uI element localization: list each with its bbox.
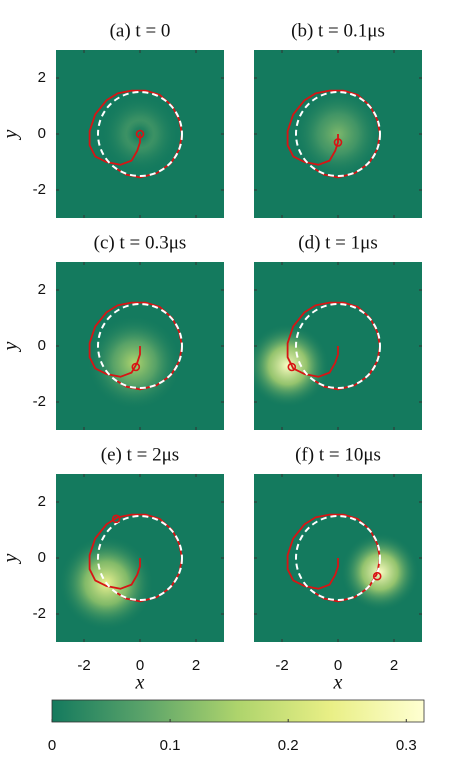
panel-title: (c) t = 0.3μs <box>94 232 187 253</box>
plot-area <box>56 474 224 642</box>
position-marker <box>111 514 121 524</box>
position-marker <box>372 571 382 581</box>
position-marker <box>135 129 145 139</box>
reference-circle <box>97 91 183 177</box>
x-axis-label: x <box>135 672 145 694</box>
panel-title: (f) t = 10μs <box>295 444 381 465</box>
colorbar <box>51 699 425 723</box>
y-tick-label: -2 <box>33 181 46 198</box>
y-tick-label: 0 <box>38 549 46 566</box>
position-marker <box>333 138 343 147</box>
colorbar-tick-label: 0.3 <box>396 737 417 754</box>
colorbar-tick-label: 0.1 <box>160 737 181 754</box>
colorbar-tick-label: 0 <box>48 737 56 754</box>
plot-area <box>254 50 422 218</box>
y-tick-label: -2 <box>33 393 46 410</box>
y-tick-label: 2 <box>38 69 46 86</box>
reference-circle <box>97 303 183 389</box>
x-axis-label: x <box>333 672 343 694</box>
panel-title: (b) t = 0.1μs <box>291 20 385 41</box>
reference-circle <box>295 303 381 389</box>
heatmap-hotspot <box>86 315 182 411</box>
y-axis-label: y <box>0 553 22 564</box>
heatmap-hotspot <box>340 532 420 612</box>
panel-title: (e) t = 2μs <box>101 444 179 465</box>
reference-circle <box>295 515 381 601</box>
position-marker <box>131 362 141 372</box>
panel-title: (d) t = 1μs <box>298 232 377 253</box>
plot-area <box>56 262 224 430</box>
colorbar-tick-label: 0.2 <box>278 737 299 754</box>
position-marker <box>287 362 297 372</box>
x-tick-label: 0 <box>334 657 342 674</box>
y-tick-label: -2 <box>33 605 46 622</box>
x-tick-label: 0 <box>136 657 144 674</box>
x-tick-label: -2 <box>275 657 288 674</box>
panel-title: (a) t = 0 <box>110 20 171 41</box>
y-tick-label: 2 <box>38 493 46 510</box>
reference-circle <box>97 515 183 601</box>
plot-area <box>254 474 422 642</box>
x-tick-label: -2 <box>77 657 90 674</box>
y-tick-label: 0 <box>38 125 46 142</box>
y-axis-label: y <box>0 129 22 140</box>
x-tick-label: 2 <box>192 657 200 674</box>
plot-area <box>254 262 422 430</box>
y-axis-label: y <box>0 341 22 352</box>
heatmap-hotspot <box>254 323 330 408</box>
x-tick-label: 2 <box>390 657 398 674</box>
y-tick-label: 2 <box>38 281 46 298</box>
y-tick-label: 0 <box>38 337 46 354</box>
plot-area <box>56 50 224 218</box>
reference-circle <box>295 91 381 177</box>
